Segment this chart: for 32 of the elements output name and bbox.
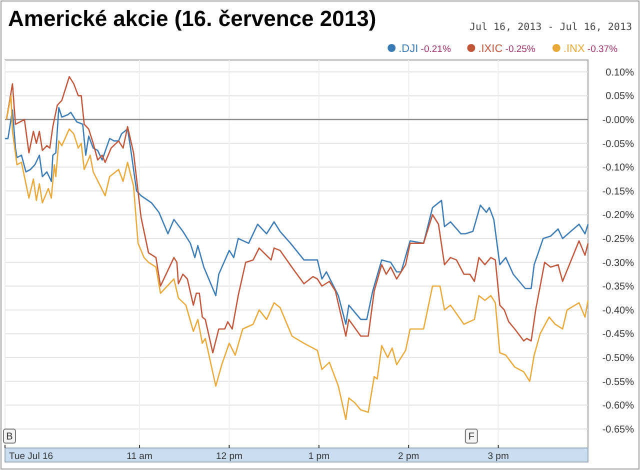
line-series: [6, 95, 589, 420]
legend-label: .IXIC -0.25%: [478, 43, 536, 55]
y-tick-label: -0.60%: [602, 400, 634, 412]
x-tick-label: Tue Jul 16: [9, 451, 54, 462]
y-tick-label: 0.10%: [606, 67, 634, 78]
y-tick-label: -0.25%: [602, 234, 634, 246]
legend-label: .DJI -0.21%: [398, 43, 452, 55]
chart-subtitle: Jul 16, 2013 - Jul 16, 2013: [469, 22, 632, 33]
y-tick-label: -0.05%: [602, 138, 634, 150]
x-tick-label: 2 pm: [398, 451, 420, 462]
line-series: [4, 106, 589, 325]
x-tick-label: 12 pm: [216, 451, 243, 462]
line-series: [6, 76, 589, 354]
y-tick-label: -0.20%: [602, 210, 634, 222]
y-tick-label: -0.15%: [602, 186, 634, 198]
x-tick-label: 11 am: [126, 451, 152, 462]
chart-title: Americké akcie (16. července 2013): [8, 6, 376, 31]
y-tick-label: -0.10%: [602, 162, 634, 174]
legend-label: .INX -0.37%: [563, 43, 618, 55]
y-tick-label: -0.30%: [602, 258, 634, 269]
x-tick-label: 3 pm: [488, 451, 509, 462]
annotation: B: [6, 432, 14, 443]
y-tick-label: -0.40%: [602, 305, 634, 316]
y-tick-label: -0.55%: [602, 376, 634, 388]
y-tick-label: -0.45%: [602, 329, 634, 340]
y-tick-label: -0.00%: [602, 115, 634, 126]
x-tick-label: 1 pm: [308, 451, 330, 462]
y-tick-label: -0.35%: [602, 282, 634, 293]
y-tick-label: -0.65%: [602, 424, 634, 436]
annotation: F: [468, 432, 474, 443]
y-tick-label: -0.50%: [602, 353, 634, 364]
y-tick-label: 0.05%: [606, 91, 634, 102]
